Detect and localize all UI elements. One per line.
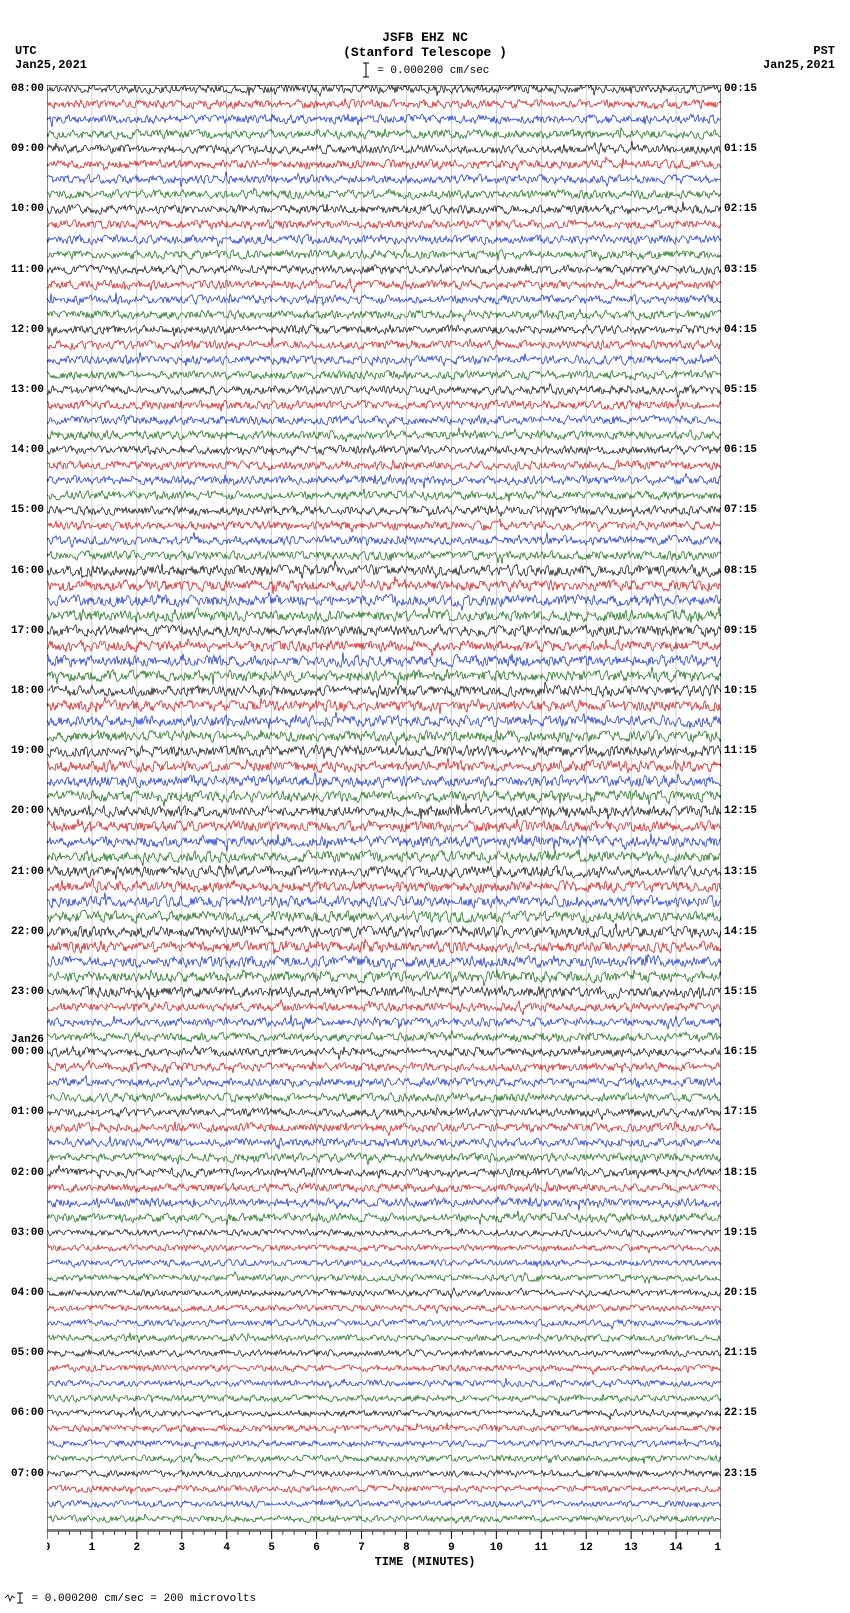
utc-time-label: 14:00 [11, 444, 44, 456]
date-right: Jan25,2021 [763, 58, 835, 72]
pst-time-label: 21:15 [724, 1347, 757, 1359]
helicorder-container: JSFB EHZ NC (Stanford Telescope ) = 0.00… [0, 0, 850, 1613]
svg-text:5: 5 [268, 1542, 275, 1552]
pst-time-label: 07:15 [724, 504, 757, 516]
pst-time-label: 19:15 [724, 1227, 757, 1239]
pst-time-label: 00:15 [724, 83, 757, 95]
svg-text:13: 13 [625, 1542, 639, 1552]
x-axis-label: TIME (MINUTES) [0, 1555, 850, 1569]
footer-scale: = 0.000200 cm/sec = 200 microvolts [5, 1592, 256, 1605]
svg-text:10: 10 [490, 1542, 503, 1552]
pst-time-label: 14:15 [724, 926, 757, 938]
utc-time-label: 07:00 [11, 1468, 44, 1480]
utc-time-label: 02:00 [11, 1167, 44, 1179]
utc-time-label: 08:00 [11, 83, 44, 95]
scale-bar-icon [361, 62, 371, 78]
utc-time-label: 10:00 [11, 203, 44, 215]
pst-time-label: 02:15 [724, 203, 757, 215]
svg-text:3: 3 [178, 1542, 185, 1552]
pst-time-label: 01:15 [724, 143, 757, 155]
utc-time-label: 13:00 [11, 384, 44, 396]
pst-time-label: 03:15 [724, 264, 757, 276]
pst-time-label: 13:15 [724, 866, 757, 878]
station-title: JSFB EHZ NC [0, 30, 850, 45]
svg-text:1: 1 [89, 1542, 96, 1552]
pst-time-label: 15:15 [724, 986, 757, 998]
scale-text: = 0.000200 cm/sec [377, 65, 489, 77]
utc-time-label: 09:00 [11, 143, 44, 155]
utc-time-label: 17:00 [11, 625, 44, 637]
pst-time-label: 17:15 [724, 1106, 757, 1118]
day-break-label: Jan26 [11, 1034, 44, 1046]
location-title: (Stanford Telescope ) [0, 45, 850, 60]
svg-text:15: 15 [714, 1542, 721, 1552]
utc-time-label: 05:00 [11, 1347, 44, 1359]
utc-time-label: 15:00 [11, 504, 44, 516]
pst-time-label: 16:15 [724, 1046, 757, 1058]
pst-time-label: 18:15 [724, 1167, 757, 1179]
utc-time-label: 03:00 [11, 1227, 44, 1239]
svg-text:4: 4 [223, 1542, 230, 1552]
svg-text:0: 0 [47, 1542, 50, 1552]
footer-text: = 0.000200 cm/sec = 200 microvolts [32, 1593, 256, 1605]
timezone-left: UTC [15, 44, 37, 58]
svg-text:9: 9 [448, 1542, 455, 1552]
utc-time-label: 01:00 [11, 1106, 44, 1118]
svg-text:11: 11 [535, 1542, 549, 1552]
svg-text:14: 14 [669, 1542, 683, 1552]
svg-text:2: 2 [134, 1542, 141, 1552]
pst-time-label: 10:15 [724, 685, 757, 697]
x-axis: 0123456789101112131415 [47, 1530, 721, 1552]
utc-time-label: 06:00 [11, 1407, 44, 1419]
pst-time-label: 11:15 [724, 745, 757, 757]
utc-time-label: 00:00 [11, 1046, 44, 1058]
utc-time-label: 20:00 [11, 805, 44, 817]
utc-time-label: 19:00 [11, 745, 44, 757]
timezone-right: PST [813, 44, 835, 58]
utc-time-label: 23:00 [11, 986, 44, 998]
pst-time-label: 20:15 [724, 1287, 757, 1299]
utc-time-label: 12:00 [11, 324, 44, 336]
utc-time-label: 04:00 [11, 1287, 44, 1299]
utc-time-label: 22:00 [11, 926, 44, 938]
footer-scale-icon [5, 1592, 25, 1604]
pst-time-label: 04:15 [724, 324, 757, 336]
utc-time-label: 18:00 [11, 685, 44, 697]
helicorder-plot [47, 85, 721, 1530]
svg-text:7: 7 [358, 1542, 365, 1552]
pst-time-label: 22:15 [724, 1407, 757, 1419]
utc-time-label: 11:00 [11, 264, 44, 276]
date-left: Jan25,2021 [15, 58, 87, 72]
pst-time-label: 06:15 [724, 444, 757, 456]
utc-time-label: 21:00 [11, 866, 44, 878]
scale-indicator: = 0.000200 cm/sec [0, 62, 850, 78]
pst-time-label: 12:15 [724, 805, 757, 817]
svg-text:6: 6 [313, 1542, 320, 1552]
svg-text:12: 12 [580, 1542, 593, 1552]
utc-time-label: 16:00 [11, 565, 44, 577]
pst-time-label: 05:15 [724, 384, 757, 396]
svg-text:8: 8 [403, 1542, 410, 1552]
pst-time-label: 08:15 [724, 565, 757, 577]
pst-time-label: 09:15 [724, 625, 757, 637]
pst-time-label: 23:15 [724, 1468, 757, 1480]
